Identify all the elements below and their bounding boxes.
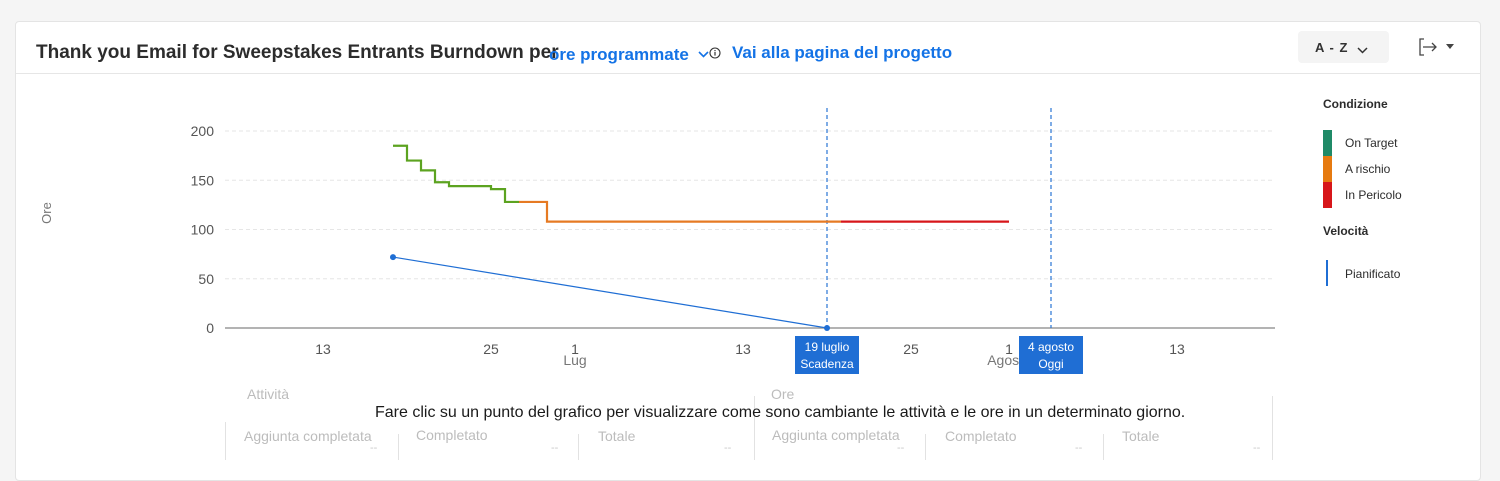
col-ore-completato: Completato: [945, 428, 1017, 444]
col-ore-totale: Totale: [1122, 428, 1160, 444]
cell-placeholder: --: [897, 442, 905, 454]
cell-divider: [1103, 434, 1104, 460]
legend-title-velocita: Velocità: [1323, 224, 1369, 238]
cell-placeholder: --: [1253, 442, 1261, 454]
legend-swatch: [1323, 156, 1332, 182]
date-marker-badge: [1019, 336, 1083, 374]
x-tick-label: 25: [483, 341, 499, 357]
date-marker-subtitle: Oggi: [1038, 357, 1063, 371]
chart-hint-text: Fare clic su un punto del grafico per vi…: [375, 404, 1186, 421]
y-tick-label: 50: [198, 271, 214, 287]
summary-group-attivita: Attività: [247, 386, 290, 402]
legend-title-condizione: Condizione: [1323, 97, 1388, 111]
series-line-a-rischio: [519, 200, 841, 223]
x-tick-label: 13: [735, 341, 751, 357]
cell-divider: [1272, 396, 1273, 460]
x-tick-label: 13: [315, 341, 331, 357]
series-point: [390, 254, 396, 261]
export-icon: [1419, 38, 1454, 56]
series-line-on-target: [393, 144, 519, 204]
legend-label: A rischio: [1345, 162, 1391, 176]
x-tick-label: 1: [1005, 341, 1013, 357]
date-marker-title: 19 luglio: [805, 340, 850, 354]
legend-swatch: [1323, 130, 1332, 156]
metric-dropdown[interactable]: ore programmate: [549, 43, 709, 65]
y-axis-label: Ore: [39, 202, 54, 224]
x-tick-label: 1: [571, 341, 579, 357]
legend-swatch: [1323, 182, 1332, 208]
legend-label: On Target: [1345, 136, 1398, 150]
sort-dropdown[interactable]: A - Z: [1298, 31, 1389, 63]
cell-divider: [398, 434, 399, 460]
info-icon[interactable]: [709, 46, 721, 59]
export-button[interactable]: [1416, 36, 1460, 58]
page-title: Thank you Email for Sweepstakes Entrants…: [36, 42, 559, 63]
chevron-down-icon: [1357, 42, 1368, 57]
cell-divider: [225, 422, 226, 460]
project-page-link[interactable]: Vai alla pagina del progetto: [732, 43, 953, 62]
metric-dropdown-label: ore programmate: [549, 45, 689, 64]
y-tick-label: 100: [191, 222, 215, 238]
x-tick-label: 25: [903, 341, 919, 357]
cell-divider: [925, 434, 926, 460]
col-attivita-aggiunta: Aggiunta completata: [244, 428, 372, 444]
y-tick-label: 0: [206, 320, 214, 336]
card-header: Thank you Email for Sweepstakes Entrants…: [16, 22, 1480, 74]
chevron-down-icon: [697, 43, 709, 63]
date-marker-title: 4 agosto: [1028, 340, 1074, 354]
cell-placeholder: --: [1075, 442, 1083, 454]
y-tick-label: 150: [191, 172, 215, 188]
legend-label: Pianificato: [1345, 267, 1401, 281]
cell-placeholder: --: [370, 442, 378, 454]
burndown-card: Thank you Email for Sweepstakes Entrants…: [15, 21, 1481, 481]
y-tick-label: 200: [191, 123, 215, 139]
cell-placeholder: --: [551, 442, 559, 454]
cell-placeholder: --: [724, 442, 732, 454]
x-tick-label: 13: [1169, 341, 1185, 357]
x-tick-month-label: Lug: [563, 352, 586, 368]
col-ore-aggiunta: Aggiunta completata: [772, 427, 900, 443]
cell-divider: [754, 396, 755, 460]
date-marker-badge: [795, 336, 859, 374]
sort-dropdown-label: A - Z: [1315, 40, 1349, 55]
summary-group-ore: Ore: [771, 386, 795, 402]
col-attivita-totale: Totale: [598, 428, 636, 444]
series-point: [824, 325, 830, 331]
date-marker-subtitle: Scadenza: [800, 357, 854, 371]
legend-label: In Pericolo: [1345, 188, 1402, 202]
cell-divider: [578, 434, 579, 460]
col-attivita-completato: Completato: [416, 427, 488, 443]
series-line-pianificato: [392, 256, 828, 329]
